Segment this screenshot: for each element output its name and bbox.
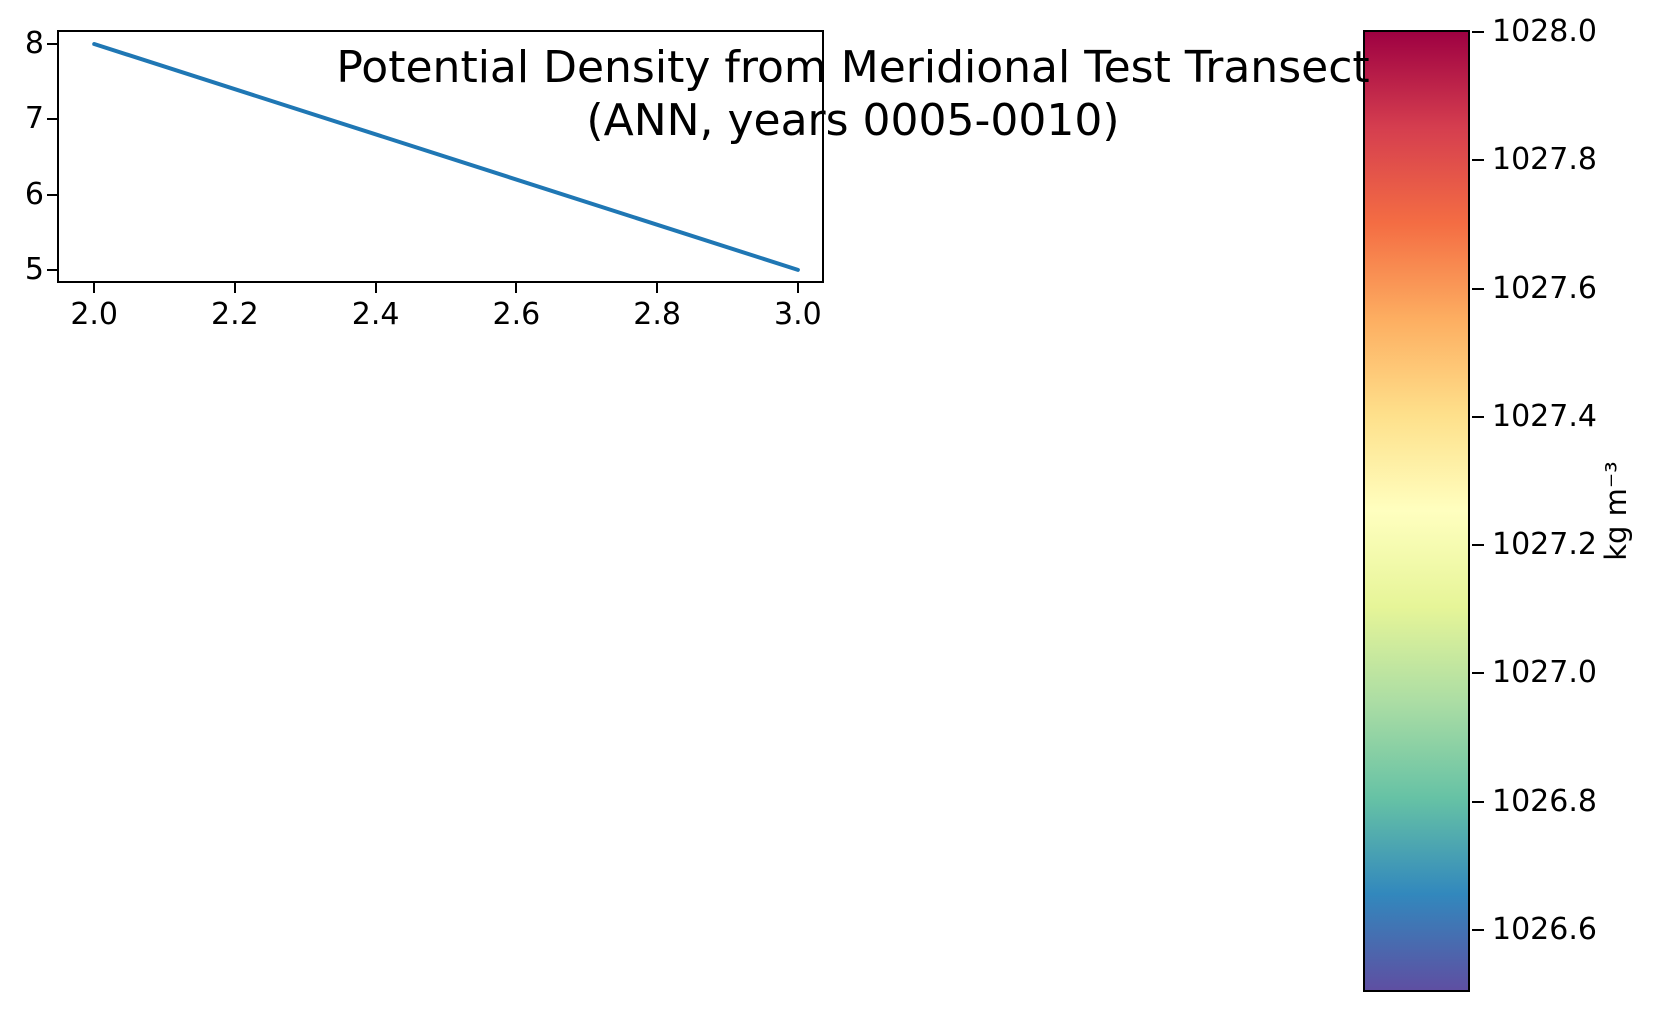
x-tick-label: 2.2 [211,297,259,332]
colorbar-tick-mark [1472,31,1484,33]
colorbar-tick-label: 1027.2 [1492,527,1597,563]
colorbar-tick-label: 1028.0 [1492,14,1597,49]
x-tick-mark [233,283,236,293]
y-tick-label: 6 [24,176,44,212]
x-tick-mark [796,283,799,293]
data-line [92,42,800,272]
colorbar-tick-mark [1472,672,1484,675]
y-tick-mark [47,268,57,271]
x-tick-label: 2.8 [633,297,681,332]
line-plot-axes: 2.0 2.2 2.4 2.6 2.8 3.0 5 6 7 8 [25,29,824,330]
colorbar-tick-mark [1472,544,1484,547]
colorbar-tick-label: 1027.4 [1492,398,1597,434]
colorbar-tick-label: 1027.6 [1492,270,1597,306]
x-tick-label: 2.4 [351,297,400,332]
x-tick-mark [515,283,518,293]
colorbar-tick-label: 1027.0 [1492,655,1597,691]
y-tick-mark [47,118,57,121]
y-tick-label: 7 [24,101,44,137]
x-tick-mark [374,283,377,293]
x-tick-mark [656,283,659,293]
colorbar-tick-mark [1472,928,1484,931]
x-tick-label: 2.6 [492,297,541,332]
colorbar-tick-label: 1026.6 [1492,911,1597,947]
y-tick-label: 5 [24,251,44,287]
colorbar: 1026.6 1026.8 1027.0 1027.2 1027.4 1027.6 1027… [1363,17,1597,992]
x-tick-mark [93,283,96,293]
colorbar-unit-label: kg m⁻³ [1599,461,1633,561]
x-tick-label: 2.0 [70,297,119,332]
colorbar-tick-label: 1027.8 [1492,142,1597,178]
colorbar-tick-mark [1472,287,1484,290]
colorbar-tick-mark [1472,800,1484,803]
y-tick-mark [47,43,57,46]
colorbar-tick-mark [1472,415,1484,418]
colorbar-tick-mark [1472,159,1484,162]
x-tick-label: 3.0 [773,297,822,332]
y-tick-label: 8 [24,26,44,62]
y-tick-mark [47,193,57,196]
line-series-plot [92,42,800,272]
colorbar-tick-label: 1026.8 [1492,783,1597,819]
